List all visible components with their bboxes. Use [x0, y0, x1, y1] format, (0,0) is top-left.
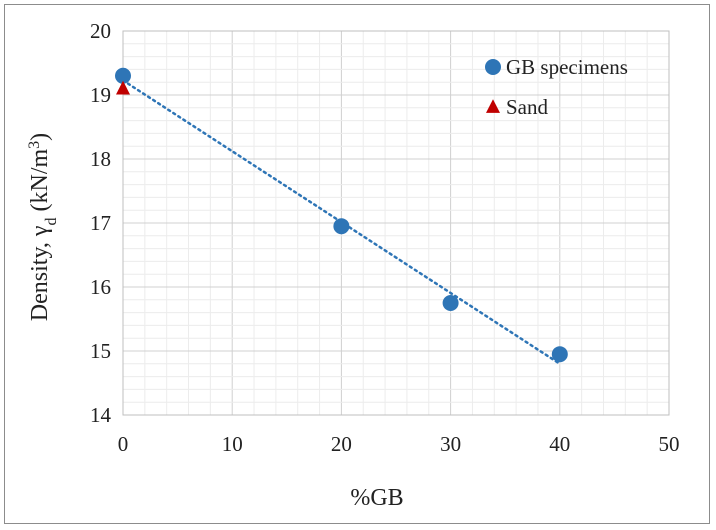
gridlines	[122, 30, 670, 416]
legend: GB specimens Sand	[485, 55, 628, 119]
chart-frame: 0 10 20 30 40 50 14 15 16 17 18 19 20 %GB Density, γ…	[4, 4, 710, 524]
y-tick-label: 15	[90, 339, 111, 363]
y-tick-label: 20	[90, 19, 111, 43]
y-tick-label: 18	[90, 147, 111, 171]
legend-marker-gb-specimens	[485, 59, 501, 75]
density-chart: 0 10 20 30 40 50 14 15 16 17 18 19 20 %GB Density, γ…	[26, 19, 680, 511]
tick-labels: 0 10 20 30 40 50 14 15 16 17 18 19 20	[90, 19, 680, 456]
sand-point	[116, 80, 130, 95]
y-axis-title-superscript: 3	[26, 141, 43, 149]
legend-label: Sand	[506, 95, 549, 119]
y-axis-title: Density, γd (kN/m3)	[26, 133, 60, 321]
legend-label: GB specimens	[506, 55, 628, 79]
legend-marker-sand	[486, 99, 500, 113]
gb-specimen-point	[333, 218, 350, 235]
gb-specimen-point	[442, 295, 459, 311]
y-axis-title-prefix: Density, γ	[27, 225, 53, 321]
x-tick-label: 40	[549, 432, 570, 456]
x-tick-label: 20	[331, 432, 352, 456]
y-tick-label: 17	[90, 211, 111, 235]
y-tick-label: 14	[90, 403, 112, 427]
x-tick-label: 10	[222, 432, 243, 456]
data-points	[115, 67, 568, 363]
y-tick-label: 16	[90, 275, 111, 299]
gb-specimen-point	[551, 346, 568, 363]
y-axis-title-unit-close: )	[27, 133, 53, 141]
x-tick-label: 30	[440, 432, 461, 456]
y-axis-title-subscript: d	[43, 217, 60, 225]
x-tick-label: 50	[659, 432, 680, 456]
y-axis-title-unit-open: (kN/m	[27, 148, 53, 217]
plot-area-border	[122, 30, 670, 416]
gb-specimen-point	[115, 67, 131, 84]
y-tick-label: 19	[90, 83, 111, 107]
x-tick-label: 0	[118, 432, 129, 456]
x-axis-title: %GB	[350, 485, 403, 511]
